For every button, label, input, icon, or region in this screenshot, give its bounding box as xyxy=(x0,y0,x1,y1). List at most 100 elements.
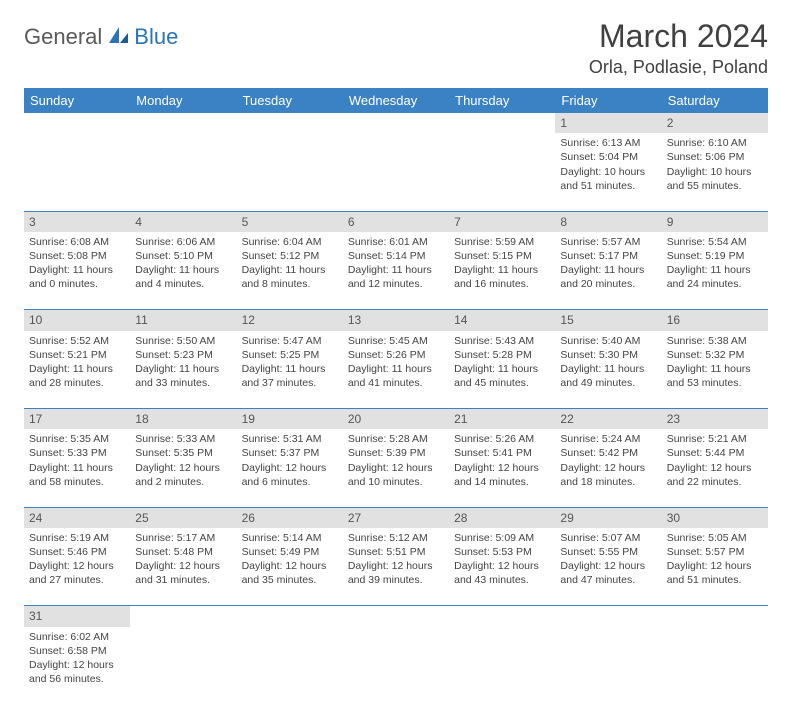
sunrise-line: Sunrise: 5:45 AM xyxy=(348,334,444,348)
sunrise-line: Sunrise: 6:06 AM xyxy=(135,235,231,249)
sunrise-line: Sunrise: 5:12 AM xyxy=(348,531,444,545)
daylight-line1: Daylight: 12 hours xyxy=(348,461,444,475)
daylight-line2: and 56 minutes. xyxy=(29,672,125,686)
day-number: 12 xyxy=(237,310,343,331)
day-cell: Sunrise: 5:47 AMSunset: 5:25 PMDaylight:… xyxy=(237,331,343,409)
sunrise-line: Sunrise: 5:24 AM xyxy=(560,432,656,446)
day-number: 4 xyxy=(130,211,236,232)
sunrise-line: Sunrise: 5:43 AM xyxy=(454,334,550,348)
day-number: 5 xyxy=(237,211,343,232)
daylight-line2: and 51 minutes. xyxy=(667,573,763,587)
daylight-line1: Daylight: 11 hours xyxy=(454,263,550,277)
sunset-line: Sunset: 5:19 PM xyxy=(667,249,763,263)
day-cell xyxy=(555,627,661,705)
daylight-line2: and 43 minutes. xyxy=(454,573,550,587)
day-cell: Sunrise: 5:52 AMSunset: 5:21 PMDaylight:… xyxy=(24,331,130,409)
sunrise-line: Sunrise: 5:50 AM xyxy=(135,334,231,348)
sunrise-line: Sunrise: 5:05 AM xyxy=(667,531,763,545)
daynum-row: 24252627282930 xyxy=(24,507,768,528)
weekday-header: Wednesday xyxy=(343,88,449,113)
sunset-line: Sunset: 5:35 PM xyxy=(135,446,231,460)
day-cell: Sunrise: 6:06 AMSunset: 5:10 PMDaylight:… xyxy=(130,232,236,310)
header: General Blue March 2024 Orla, Podlasie, … xyxy=(24,18,768,78)
daylight-line2: and 37 minutes. xyxy=(242,376,338,390)
day-number: 3 xyxy=(24,211,130,232)
day-cell: Sunrise: 5:26 AMSunset: 5:41 PMDaylight:… xyxy=(449,429,555,507)
daylight-line1: Daylight: 10 hours xyxy=(667,165,763,179)
day-cell: Sunrise: 6:10 AMSunset: 5:06 PMDaylight:… xyxy=(662,133,768,211)
day-cell: Sunrise: 6:02 AMSunset: 6:58 PMDaylight:… xyxy=(24,627,130,705)
day-number: 22 xyxy=(555,409,661,430)
weekday-header: Monday xyxy=(130,88,236,113)
daylight-line1: Daylight: 12 hours xyxy=(348,559,444,573)
day-number: 21 xyxy=(449,409,555,430)
day-cell xyxy=(24,133,130,211)
weekday-header: Friday xyxy=(555,88,661,113)
daylight-line1: Daylight: 11 hours xyxy=(560,263,656,277)
weekday-header: Thursday xyxy=(449,88,555,113)
daylight-line1: Daylight: 12 hours xyxy=(667,559,763,573)
day-cell: Sunrise: 5:14 AMSunset: 5:49 PMDaylight:… xyxy=(237,528,343,606)
day-number: 31 xyxy=(24,606,130,627)
daynum-row: 10111213141516 xyxy=(24,310,768,331)
day-number: 17 xyxy=(24,409,130,430)
day-cell: Sunrise: 6:04 AMSunset: 5:12 PMDaylight:… xyxy=(237,232,343,310)
sunset-line: Sunset: 5:51 PM xyxy=(348,545,444,559)
daynum-row: 17181920212223 xyxy=(24,409,768,430)
daylight-line2: and 22 minutes. xyxy=(667,475,763,489)
day-number: 6 xyxy=(343,211,449,232)
daylight-line1: Daylight: 11 hours xyxy=(348,362,444,376)
weekday-header: Sunday xyxy=(24,88,130,113)
day-cell: Sunrise: 6:08 AMSunset: 5:08 PMDaylight:… xyxy=(24,232,130,310)
sunset-line: Sunset: 5:37 PM xyxy=(242,446,338,460)
daylight-line1: Daylight: 11 hours xyxy=(667,263,763,277)
day-number: 11 xyxy=(130,310,236,331)
day-number: 27 xyxy=(343,507,449,528)
daylight-line1: Daylight: 11 hours xyxy=(135,362,231,376)
daylight-line2: and 24 minutes. xyxy=(667,277,763,291)
sunrise-line: Sunrise: 6:04 AM xyxy=(242,235,338,249)
day-cell xyxy=(237,133,343,211)
logo-text-blue: Blue xyxy=(134,24,178,50)
daylight-line1: Daylight: 10 hours xyxy=(560,165,656,179)
day-cell: Sunrise: 5:21 AMSunset: 5:44 PMDaylight:… xyxy=(662,429,768,507)
sunset-line: Sunset: 5:42 PM xyxy=(560,446,656,460)
daylight-line1: Daylight: 12 hours xyxy=(560,559,656,573)
sunset-line: Sunset: 5:57 PM xyxy=(667,545,763,559)
day-cell: Sunrise: 5:45 AMSunset: 5:26 PMDaylight:… xyxy=(343,331,449,409)
day-cell: Sunrise: 5:12 AMSunset: 5:51 PMDaylight:… xyxy=(343,528,449,606)
day-number xyxy=(449,113,555,133)
day-number xyxy=(24,113,130,133)
sunrise-line: Sunrise: 5:40 AM xyxy=(560,334,656,348)
daylight-line2: and 55 minutes. xyxy=(667,179,763,193)
day-number: 10 xyxy=(24,310,130,331)
sunrise-line: Sunrise: 5:47 AM xyxy=(242,334,338,348)
weekday-header: Saturday xyxy=(662,88,768,113)
daylight-line1: Daylight: 11 hours xyxy=(29,362,125,376)
day-cell: Sunrise: 5:09 AMSunset: 5:53 PMDaylight:… xyxy=(449,528,555,606)
day-cell: Sunrise: 5:40 AMSunset: 5:30 PMDaylight:… xyxy=(555,331,661,409)
sunset-line: Sunset: 5:04 PM xyxy=(560,150,656,164)
day-number: 24 xyxy=(24,507,130,528)
daylight-line2: and 51 minutes. xyxy=(560,179,656,193)
daylight-line2: and 39 minutes. xyxy=(348,573,444,587)
daylight-line1: Daylight: 11 hours xyxy=(242,362,338,376)
week-row: Sunrise: 6:13 AMSunset: 5:04 PMDaylight:… xyxy=(24,133,768,211)
daylight-line1: Daylight: 12 hours xyxy=(560,461,656,475)
day-cell: Sunrise: 5:28 AMSunset: 5:39 PMDaylight:… xyxy=(343,429,449,507)
day-number: 28 xyxy=(449,507,555,528)
daylight-line2: and 33 minutes. xyxy=(135,376,231,390)
daylight-line1: Daylight: 12 hours xyxy=(135,559,231,573)
sunset-line: Sunset: 5:32 PM xyxy=(667,348,763,362)
day-cell: Sunrise: 5:07 AMSunset: 5:55 PMDaylight:… xyxy=(555,528,661,606)
sunrise-line: Sunrise: 5:38 AM xyxy=(667,334,763,348)
sunset-line: Sunset: 5:08 PM xyxy=(29,249,125,263)
sunset-line: Sunset: 5:44 PM xyxy=(667,446,763,460)
title-block: March 2024 Orla, Podlasie, Poland xyxy=(589,18,768,78)
daylight-line2: and 20 minutes. xyxy=(560,277,656,291)
day-number: 19 xyxy=(237,409,343,430)
sunrise-line: Sunrise: 5:59 AM xyxy=(454,235,550,249)
daylight-line2: and 18 minutes. xyxy=(560,475,656,489)
day-number xyxy=(237,606,343,627)
day-number: 16 xyxy=(662,310,768,331)
